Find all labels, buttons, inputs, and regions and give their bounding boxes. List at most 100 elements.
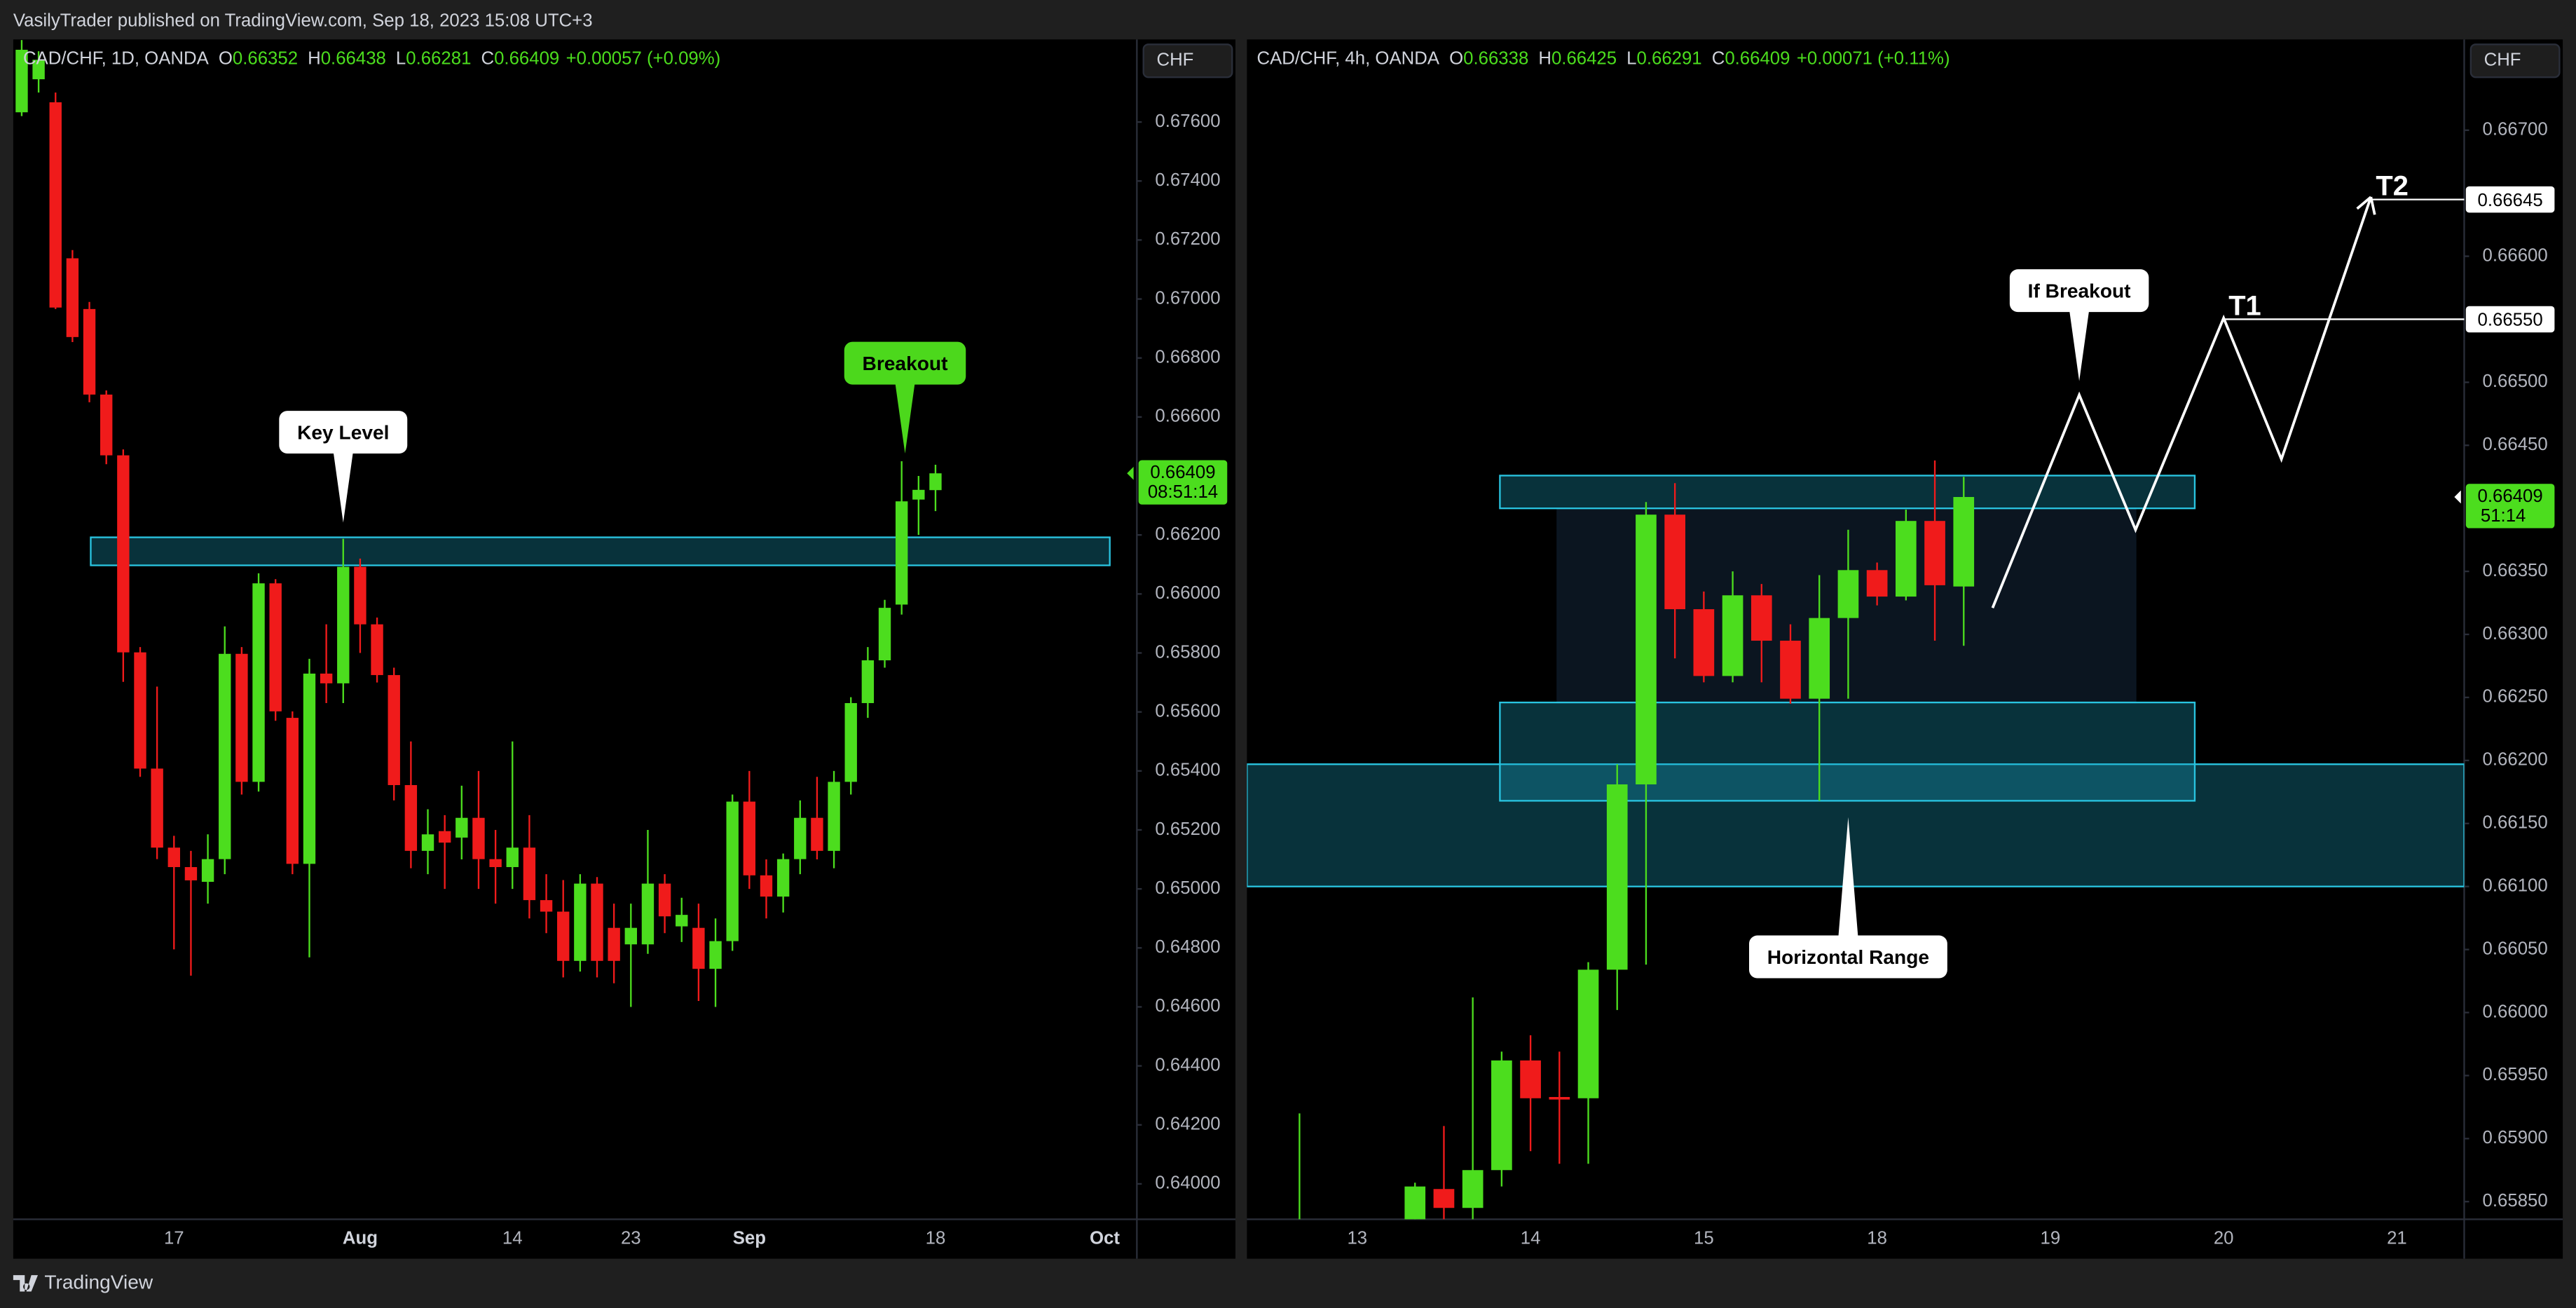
candle-body: [489, 859, 502, 867]
candle-body: [895, 501, 908, 605]
zone: [90, 536, 1111, 566]
legend-prefix: C: [481, 48, 494, 68]
last-price-label: 0.66409: [2478, 486, 2543, 506]
candle-body: [1549, 1096, 1570, 1100]
candle-body: [658, 883, 671, 917]
target-name: T1: [2228, 291, 2261, 322]
legend-prefix: C: [1712, 48, 1725, 68]
brand: TradingView: [44, 1271, 153, 1293]
callout-text: Horizontal Range: [1767, 946, 1929, 968]
candle-body: [1433, 1189, 1455, 1208]
y-tick-label: 0.66050: [2483, 939, 2548, 958]
y-tick-label: 0.65000: [1155, 878, 1220, 898]
legend: CAD/CHF, 1D, OANDA O0.66352 H0.66438 L0.662…: [23, 48, 720, 68]
currency-button[interactable]: [1142, 43, 1233, 79]
y-tick-label: 0.67000: [1155, 288, 1220, 308]
y-tick-label: 0.64400: [1155, 1055, 1220, 1075]
legend-value: 0.66409: [1725, 48, 1790, 68]
legend-value: 0.66425: [1551, 48, 1617, 68]
currency-button[interactable]: [2469, 43, 2561, 79]
x-tick-label: 18: [926, 1228, 946, 1248]
candle-body: [1462, 1170, 1484, 1208]
legend-prefix: H: [1538, 48, 1551, 68]
legend-change: +0.00071 (+0.11%): [1797, 48, 1950, 68]
candle-body: [337, 566, 350, 683]
y-tick-label: 0.66000: [2483, 1002, 2548, 1021]
candle-body: [49, 102, 62, 308]
candle-body: [303, 673, 316, 864]
candle-body: [1606, 784, 1628, 970]
candle-body: [83, 308, 96, 395]
callout-text: Breakout: [863, 353, 949, 374]
plot-area: [1247, 196, 2465, 1220]
candle-body: [1809, 618, 1830, 699]
candle-body: [811, 817, 823, 851]
y-tick-label: 0.66300: [2483, 624, 2548, 643]
zone: [1499, 475, 2196, 510]
candle-body: [100, 394, 113, 456]
price-tag-label: 0.66645: [2478, 191, 2543, 210]
projection-path: [1991, 196, 2373, 608]
legend-prefix: O: [1449, 48, 1463, 68]
y-tick-label: 0.66600: [2483, 245, 2548, 265]
candle-body: [709, 941, 722, 969]
callout-pointer: [333, 451, 353, 523]
y-tick-label: 0.66350: [2483, 561, 2548, 580]
callout-pointer: [895, 383, 915, 454]
legend-value: 0.66438: [321, 48, 386, 68]
candle-body: [557, 911, 570, 961]
candle-body: [1896, 521, 1917, 597]
x-tick-label: 14: [1521, 1228, 1541, 1248]
target-name: T2: [2376, 171, 2409, 202]
last-price-label: 0.66409: [1150, 463, 1215, 482]
plot-area: [15, 40, 1111, 1007]
legend-prefix: L: [396, 48, 406, 68]
legend-value: 0.66291: [1637, 48, 1702, 68]
price-tag-label: 0.66550: [2478, 311, 2543, 330]
y-tick-label: 0.65400: [1155, 761, 1220, 780]
callout-pointer: [2069, 310, 2090, 381]
legend-value: 0.66352: [233, 48, 298, 68]
x-tick-label: Sep: [733, 1228, 766, 1248]
y-tick-label: 0.66100: [2483, 876, 2548, 895]
candle-body: [184, 866, 198, 880]
candle-body: [151, 768, 163, 848]
callout-pointer: [1838, 817, 1858, 937]
candle-body: [269, 583, 282, 711]
y-tick-label: 0.66600: [1155, 407, 1220, 426]
last-price-tag: [2465, 484, 2555, 529]
countdown-label: 51:14: [2481, 506, 2526, 526]
y-tick-label: 0.67400: [1155, 170, 1220, 190]
x-tick-label: 13: [1347, 1228, 1367, 1248]
price-tag: [2465, 186, 2555, 213]
y-tick-label: 0.66200: [2483, 750, 2548, 770]
candle-body: [32, 60, 45, 80]
candle-body: [1491, 1060, 1512, 1171]
candle-body: [201, 859, 214, 883]
candle-body: [455, 817, 468, 838]
callout-box: [1749, 935, 1947, 979]
candle-body: [1404, 1186, 1426, 1220]
candle-body: [219, 653, 231, 859]
x-tick-label: 19: [2041, 1228, 2061, 1248]
candle-body: [878, 608, 891, 661]
callout-box: [279, 411, 408, 454]
x-tick-label: Oct: [1090, 1228, 1120, 1248]
x-tick-label: 23: [621, 1228, 641, 1248]
candle-body: [421, 834, 434, 851]
candle-body: [1751, 595, 1772, 641]
y-tick-label: 0.65850: [2483, 1191, 2548, 1211]
legend: CAD/CHF, 4h, OANDA O0.66338 H0.66425 L0.662…: [1256, 48, 1950, 68]
candle-body: [388, 675, 400, 786]
legend-prefix: O: [219, 48, 233, 68]
y-tick-label: 0.64600: [1155, 996, 1220, 1016]
y-tick-label: 0.66700: [2483, 120, 2548, 139]
y-tick-label: 0.66200: [1155, 524, 1220, 544]
candle-body: [15, 49, 28, 113]
candle-body: [320, 673, 333, 683]
candle-body: [167, 847, 180, 867]
candle-body: [506, 847, 519, 867]
candle-body: [1924, 521, 1945, 585]
